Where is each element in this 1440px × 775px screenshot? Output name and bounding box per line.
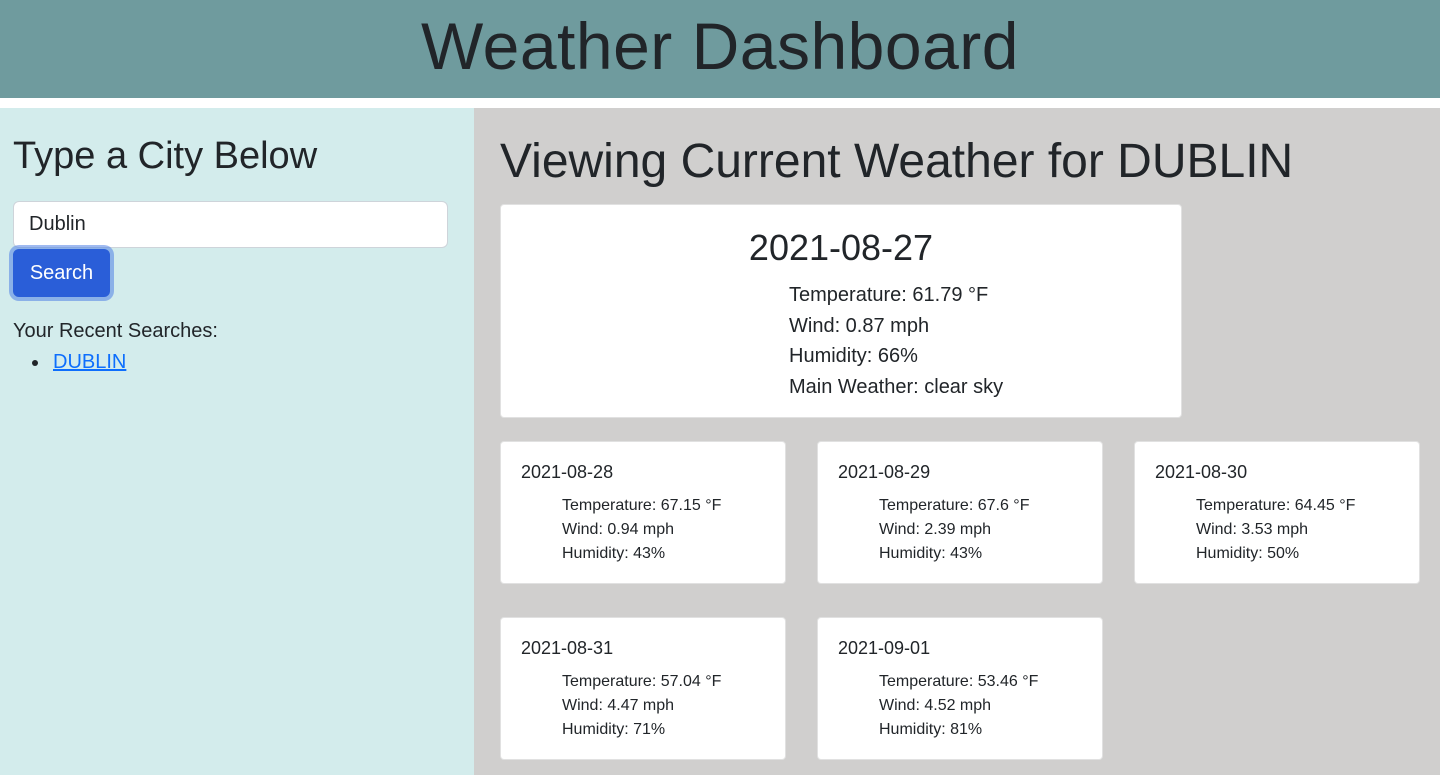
recent-searches-list: DUBLIN [30,350,126,374]
forecast-date: 2021-08-30 [1155,462,1248,482]
forecast-temperature: Temperature: 67.6 °F [879,497,1030,514]
weather-panel: Viewing Current Weather for DUBLIN 2021-… [474,108,1440,775]
current-details: Temperature: 61.79 °F Wind: 0.87 mph Hum… [789,280,1003,402]
forecast-date: 2021-08-31 [521,638,614,658]
forecast-details: Temperature: 64.45 °F Wind: 3.53 mph Hum… [1196,494,1355,566]
current-weather-heading: Viewing Current Weather for DUBLIN [500,135,1294,188]
forecast-details: Temperature: 67.15 °F Wind: 0.94 mph Hum… [562,494,721,566]
current-main-weather: Main Weather: clear sky [789,375,1004,398]
page-header: Weather Dashboard [0,0,1440,98]
forecast-details: Temperature: 67.6 °F Wind: 2.39 mph Humi… [879,494,1029,566]
forecast-temperature: Temperature: 67.15 °F [562,497,722,514]
forecast-card: 2021-08-28 Temperature: 67.15 °F Wind: 0… [500,441,786,584]
forecast-card: 2021-09-01 Temperature: 53.46 °F Wind: 4… [817,617,1103,760]
forecast-wind: Wind: 4.52 mph [879,697,992,714]
forecast-card: 2021-08-31 Temperature: 57.04 °F Wind: 4… [500,617,786,760]
forecast-humidity: Humidity: 43% [562,545,666,562]
search-button[interactable]: Search [13,249,110,297]
recent-searches-label: Your Recent Searches: [13,320,218,342]
forecast-card: 2021-08-30 Temperature: 64.45 °F Wind: 3… [1134,441,1420,584]
forecast-date: 2021-09-01 [838,638,931,658]
forecast-card: 2021-08-29 Temperature: 67.6 °F Wind: 2.… [817,441,1103,584]
forecast-wind: Wind: 3.53 mph [1196,521,1309,538]
forecast-details: Temperature: 53.46 °F Wind: 4.52 mph Hum… [879,670,1038,742]
forecast-wind: Wind: 2.39 mph [879,521,992,538]
forecast-temperature: Temperature: 57.04 °F [562,673,722,690]
forecast-details: Temperature: 57.04 °F Wind: 4.47 mph Hum… [562,670,721,742]
forecast-wind: Wind: 0.94 mph [562,521,675,538]
forecast-humidity: Humidity: 43% [879,545,983,562]
forecast-humidity: Humidity: 71% [562,721,666,738]
page-title: Weather Dashboard [421,9,1019,83]
search-sidebar: Type a City Below Search Your Recent Sea… [0,108,474,775]
forecast-date: 2021-08-29 [838,462,931,482]
list-item: DUBLIN [30,350,126,374]
current-wind: Wind: 0.87 mph [789,314,930,337]
current-weather-card: 2021-08-27 Temperature: 61.79 °F Wind: 0… [500,204,1182,418]
forecast-humidity: Humidity: 81% [879,721,983,738]
current-humidity: Humidity: 66% [789,345,918,367]
forecast-humidity: Humidity: 50% [1196,545,1300,562]
city-search-input[interactable] [13,201,448,248]
forecast-wind: Wind: 4.47 mph [562,697,675,714]
recent-search-link[interactable]: DUBLIN [53,351,127,373]
forecast-temperature: Temperature: 53.46 °F [879,673,1039,690]
search-heading: Type a City Below [13,135,318,177]
current-temperature: Temperature: 61.79 °F [789,284,989,306]
current-date: 2021-08-27 [748,227,934,268]
forecast-temperature: Temperature: 64.45 °F [1196,497,1356,514]
forecast-date: 2021-08-28 [521,462,614,482]
